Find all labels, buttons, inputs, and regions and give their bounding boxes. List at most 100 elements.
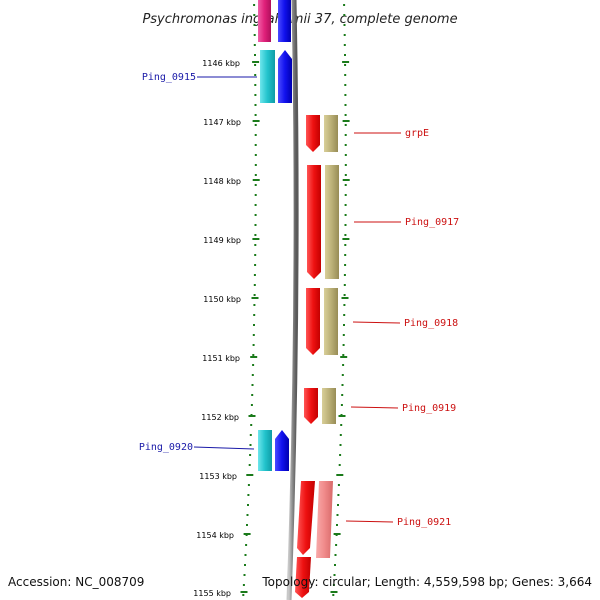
tick-dot xyxy=(254,264,257,266)
major-tick xyxy=(251,297,259,299)
tick-dot xyxy=(343,274,346,276)
major-tick xyxy=(333,533,341,535)
tick-dot xyxy=(336,514,339,516)
tick-dot xyxy=(344,134,347,136)
gene-feature[interactable] xyxy=(306,115,320,152)
tick-dot xyxy=(254,74,257,76)
tick-dot xyxy=(343,314,346,316)
tick-dot xyxy=(254,174,257,176)
major-tick xyxy=(342,120,350,122)
gene-label-ping-0920[interactable]: Ping_0920 xyxy=(139,442,193,453)
major-tick xyxy=(342,61,350,63)
cds-feature[interactable] xyxy=(325,165,339,279)
tick-dot xyxy=(344,244,347,246)
tick-dot xyxy=(254,224,257,226)
tick-dot xyxy=(254,204,257,206)
cds-feature[interactable] xyxy=(322,388,336,424)
tick-dot xyxy=(334,564,336,566)
tick-dot xyxy=(344,204,347,206)
major-tick xyxy=(240,591,248,593)
major-tick xyxy=(243,533,251,535)
tick-dot xyxy=(341,394,344,396)
tick-dot xyxy=(344,84,347,86)
kbp-label: 1155 kbp xyxy=(193,589,231,598)
tick-dot xyxy=(343,294,346,296)
gene-feature[interactable] xyxy=(278,50,292,103)
gene-labels: Ping_0915 Ping_0920 grpE Ping_0917 Ping_… xyxy=(139,72,459,528)
kbp-label: 1146 kbp xyxy=(202,59,240,68)
gene-feature[interactable] xyxy=(278,0,291,42)
kbp-scale: 1146 kbp 1147 kbp 1148 kbp 1149 kbp 1150… xyxy=(193,59,241,598)
cds-feature[interactable] xyxy=(324,115,338,152)
major-tick xyxy=(342,238,350,240)
tick-dot xyxy=(343,4,346,6)
cds-feature[interactable] xyxy=(260,50,275,103)
kbp-label: 1152 kbp xyxy=(201,413,239,422)
tick-dot xyxy=(343,44,346,46)
tick-dot xyxy=(246,514,249,516)
gene-feature[interactable] xyxy=(258,0,271,42)
tick-dot xyxy=(254,94,257,96)
gene-feature[interactable] xyxy=(295,557,311,598)
tick-dot xyxy=(334,554,337,556)
gene-label-ping-0917[interactable]: Ping_0917 xyxy=(405,217,459,228)
tick-dot xyxy=(344,194,347,196)
tick-dot xyxy=(342,344,345,346)
tick-dot xyxy=(254,214,257,216)
tick-dot xyxy=(344,144,347,146)
gene-feature[interactable] xyxy=(304,388,318,424)
tick-dot xyxy=(254,154,257,156)
tick-dot xyxy=(253,304,256,306)
cds-feature[interactable] xyxy=(324,288,338,355)
cds-feature[interactable] xyxy=(258,430,272,471)
tick-dot xyxy=(252,354,255,356)
tick-dot xyxy=(344,114,347,116)
tick-dot xyxy=(344,64,347,66)
gene-label-ping-0918[interactable]: Ping_0918 xyxy=(404,318,458,329)
tick-dot xyxy=(340,424,343,426)
tick-dot xyxy=(339,444,342,446)
kbp-label: 1151 kbp xyxy=(202,354,240,363)
gene-feature[interactable] xyxy=(307,165,321,279)
kbp-label: 1148 kbp xyxy=(203,177,241,186)
tick-dot xyxy=(253,34,256,36)
tick-dot xyxy=(250,404,253,406)
tick-dot xyxy=(249,434,252,436)
tick-dot xyxy=(248,464,251,466)
tick-dot xyxy=(335,544,338,546)
tick-dot xyxy=(251,374,254,376)
tick-dot xyxy=(343,284,346,286)
tick-dot xyxy=(254,124,257,126)
tick-dot xyxy=(254,54,256,56)
tick-dot xyxy=(253,274,256,276)
tick-dot xyxy=(344,234,347,236)
tick-dot xyxy=(252,334,255,336)
major-tick xyxy=(250,356,258,358)
gene-feature[interactable] xyxy=(275,430,289,471)
tick-dot xyxy=(253,24,256,26)
tick-dot xyxy=(337,494,340,496)
gene-label-ping-0919[interactable]: Ping_0919 xyxy=(402,403,456,414)
cds-feature[interactable] xyxy=(316,481,333,558)
tick-dot xyxy=(244,564,246,566)
gene-feature[interactable] xyxy=(306,288,320,355)
gene-label-ping-0921[interactable]: Ping_0921 xyxy=(397,517,451,528)
major-tick xyxy=(338,415,346,417)
accession-text: Accession: NC_008709 xyxy=(8,575,144,589)
kbp-label: 1147 kbp xyxy=(203,118,241,127)
tick-dot xyxy=(251,384,254,386)
gene-label-grpe[interactable]: grpE xyxy=(405,128,429,139)
major-tick xyxy=(252,179,260,181)
gene-feature[interactable] xyxy=(297,481,315,555)
tick-dot xyxy=(344,74,347,76)
label-leaders xyxy=(193,76,401,523)
tick-dot xyxy=(343,304,346,306)
tick-dot xyxy=(336,524,338,526)
tick-dot xyxy=(343,34,346,36)
genome-backbone xyxy=(286,0,299,600)
gene-label-ping-0915[interactable]: Ping_0915 xyxy=(142,72,196,83)
tick-dot xyxy=(340,404,343,406)
tick-dot xyxy=(337,484,340,486)
tick-dot xyxy=(247,504,249,506)
